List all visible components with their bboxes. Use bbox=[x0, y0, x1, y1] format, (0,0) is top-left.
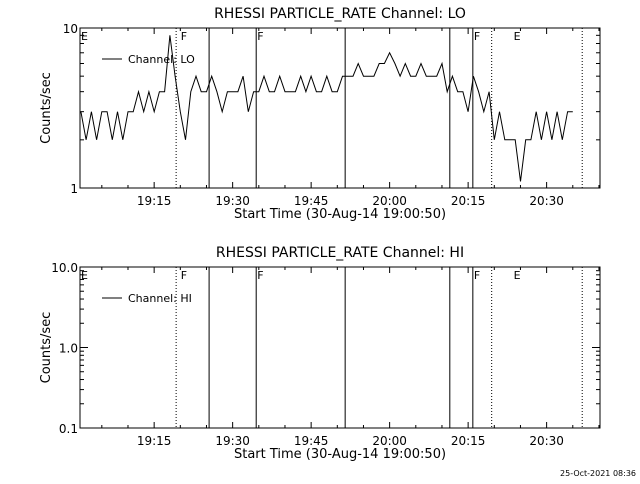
x-axis-label: Start Time (30-Aug-14 19:00:50) bbox=[234, 207, 446, 222]
y-tick-label: 1 bbox=[70, 182, 78, 196]
x-tick-label: 20:15 bbox=[451, 194, 486, 208]
flag-label: E bbox=[81, 269, 88, 282]
plot-frame bbox=[79, 27, 601, 189]
flag-label: F bbox=[257, 30, 263, 43]
x-axis-label: Start Time (30-Aug-14 19:00:50) bbox=[234, 447, 446, 462]
y-tick-label: 0.1 bbox=[59, 422, 78, 436]
x-tick-label: 20:30 bbox=[529, 194, 564, 208]
x-tick-label: 19:30 bbox=[215, 194, 250, 208]
flag-label: E bbox=[81, 30, 88, 43]
y-axis-label: Counts/sec bbox=[39, 312, 54, 384]
y-axis-label: Counts/sec bbox=[39, 72, 54, 144]
x-tick-label: 20:30 bbox=[529, 434, 564, 448]
flag-label: F bbox=[181, 30, 187, 43]
chart-title: RHESSI PARTICLE_RATE Channel: LO bbox=[214, 6, 466, 22]
flag-label: F bbox=[474, 269, 480, 282]
x-tick-label: 20:00 bbox=[372, 194, 407, 208]
flag-label: F bbox=[257, 269, 263, 282]
x-tick-label: 19:15 bbox=[137, 434, 172, 448]
flag-label: E bbox=[514, 30, 521, 43]
y-tick-label: 10.0 bbox=[51, 261, 78, 275]
chart-title: RHESSI PARTICLE_RATE Channel: HI bbox=[216, 245, 464, 261]
flag-label: E bbox=[514, 269, 521, 282]
footer-timestamp: 25-Oct-2021 08:36 bbox=[560, 469, 636, 478]
flag-label: F bbox=[474, 30, 480, 43]
x-tick-label: 19:45 bbox=[294, 434, 329, 448]
panel-lo: RHESSI PARTICLE_RATE Channel: LO E F F F E 19:… bbox=[39, 6, 601, 222]
x-tick-label: 20:15 bbox=[451, 434, 486, 448]
panel-hi: RHESSI PARTICLE_RATE Channel: HI E F F F E 19:… bbox=[39, 245, 601, 462]
legend-label: Channel: HI bbox=[128, 292, 192, 305]
x-tick-label: 19:30 bbox=[215, 434, 250, 448]
y-tick-label: 1.0 bbox=[59, 342, 78, 356]
x-tick-label: 19:45 bbox=[294, 194, 329, 208]
x-tick-label: 19:15 bbox=[137, 194, 172, 208]
x-tick-label: 20:00 bbox=[372, 434, 407, 448]
series-line bbox=[80, 35, 573, 182]
y-tick-label: 10 bbox=[63, 22, 78, 36]
flag-label: F bbox=[181, 269, 187, 282]
legend-label: Channel: LO bbox=[128, 53, 195, 66]
